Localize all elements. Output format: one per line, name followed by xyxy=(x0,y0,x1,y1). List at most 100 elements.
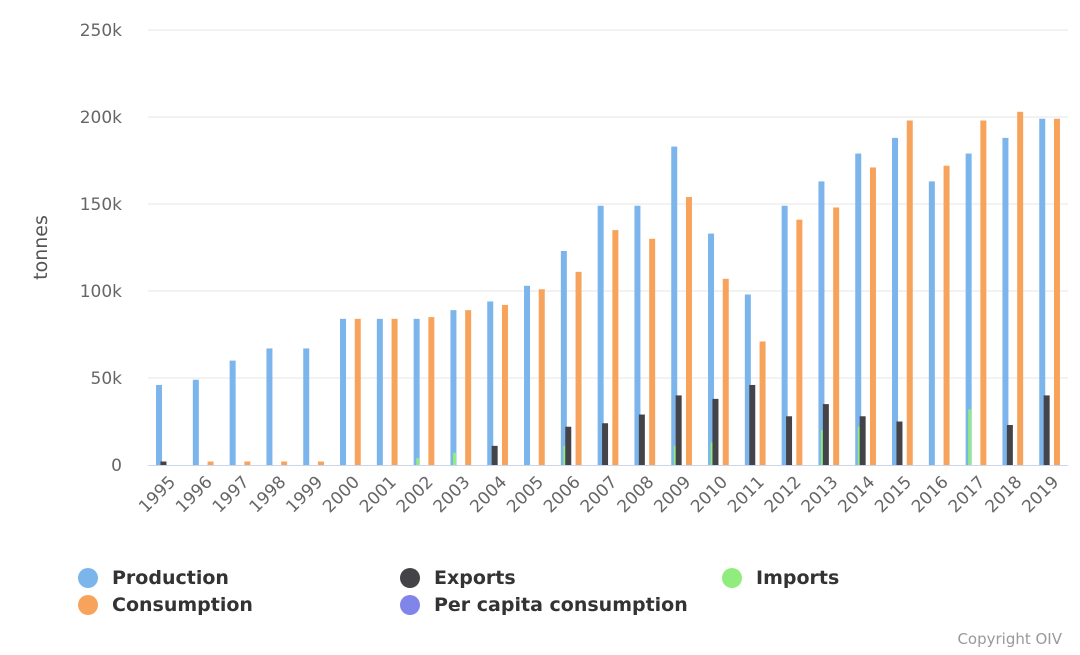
legend: Production Consumption Exports Per capit… xyxy=(78,563,978,625)
bar-production xyxy=(634,205,641,466)
legend-item-imports[interactable]: Imports xyxy=(722,567,839,589)
x-tick-label: 2013 xyxy=(798,472,843,517)
bar-exports xyxy=(602,423,609,465)
x-tick-label: 1995 xyxy=(135,472,180,517)
bar-imports xyxy=(673,445,677,465)
bar-consumption xyxy=(575,271,582,465)
bar-exports xyxy=(822,404,829,465)
y-tick-label: 150k xyxy=(80,195,122,215)
bar-production xyxy=(229,360,236,465)
legend-dot-exports xyxy=(400,568,420,588)
bar-imports xyxy=(857,426,861,465)
bar-exports xyxy=(749,384,756,465)
x-tick-label: 2010 xyxy=(687,472,732,517)
bar-consumption xyxy=(244,461,251,465)
bar-consumption xyxy=(796,219,803,465)
bar-consumption xyxy=(538,289,545,465)
bar-consumption xyxy=(501,304,508,465)
bar-exports xyxy=(896,421,903,465)
bar-production xyxy=(192,379,199,465)
chart-svg: 050k100k150k200k250ktonnes19951996199719… xyxy=(30,21,1068,517)
bar-production xyxy=(560,250,567,465)
bar-exports xyxy=(491,445,498,465)
bar-production xyxy=(1002,137,1009,465)
bar-consumption xyxy=(612,230,619,465)
legend-item-exports[interactable]: Exports xyxy=(400,567,516,589)
bar-consumption xyxy=(980,120,987,465)
bar-imports xyxy=(416,458,420,465)
x-tick-label: 2008 xyxy=(614,472,659,517)
bar-consumption xyxy=(428,317,435,465)
bar-exports xyxy=(675,395,682,465)
y-tick-label: 200k xyxy=(80,108,122,128)
bar-production xyxy=(708,233,715,465)
x-tick-label: 2015 xyxy=(871,472,916,517)
bar-exports xyxy=(859,416,866,465)
x-tick-label: 2017 xyxy=(945,472,990,517)
bar-consumption xyxy=(722,278,729,465)
bar-production xyxy=(855,153,862,466)
bar-production xyxy=(781,205,788,466)
x-tick-label: 2014 xyxy=(834,472,879,517)
bar-production xyxy=(671,146,678,465)
bar-production xyxy=(413,318,420,465)
x-tick-label: 2006 xyxy=(540,472,585,517)
bar-consumption xyxy=(906,120,913,465)
bar-consumption xyxy=(354,318,361,465)
bar-consumption xyxy=(685,197,692,466)
x-tick-label: 2005 xyxy=(503,472,548,517)
x-tick-label: 2011 xyxy=(724,472,769,517)
bar-exports xyxy=(1006,424,1013,465)
legend-label-imports: Imports xyxy=(756,567,840,589)
bar-production xyxy=(1039,118,1046,466)
x-tick-label: 1996 xyxy=(172,472,217,517)
bar-production xyxy=(340,318,347,465)
x-tick-label: 2016 xyxy=(908,472,953,517)
y-axis-title: tonnes xyxy=(30,215,52,280)
bar-consumption xyxy=(391,318,398,465)
y-tick-label: 0 xyxy=(111,456,122,476)
x-tick-label: 2007 xyxy=(577,472,622,517)
chart: 0 50k 100k 150k 200k 250k tonnes 1995 1996 1997 19… xyxy=(30,21,1068,517)
bar-production xyxy=(266,348,273,465)
bar-consumption xyxy=(317,461,324,465)
x-tick-label: 2003 xyxy=(430,472,475,517)
legend-label-per-capita-consumption: Per capita consumption xyxy=(434,594,688,616)
bar-production xyxy=(928,181,935,465)
bar-production xyxy=(597,205,604,466)
bar-production xyxy=(487,301,494,465)
x-tick-label: 1998 xyxy=(246,472,291,517)
bar-production xyxy=(892,137,899,465)
bar-imports xyxy=(710,442,714,465)
bar-exports xyxy=(565,426,572,465)
legend-dot-per-capita-consumption xyxy=(400,595,420,615)
legend-label-exports: Exports xyxy=(434,567,516,589)
y-tick-label: 100k xyxy=(80,282,122,302)
bar-exports xyxy=(786,416,793,465)
bar-production xyxy=(450,310,457,465)
bar-consumption xyxy=(759,341,766,465)
legend-item-consumption[interactable]: Consumption xyxy=(78,594,253,616)
bar-production xyxy=(524,285,531,465)
x-tick-label: 2018 xyxy=(982,472,1027,517)
bar-exports xyxy=(1043,395,1050,465)
bar-imports xyxy=(821,430,825,465)
bar-consumption xyxy=(207,461,214,465)
x-tick-label: 2019 xyxy=(1018,472,1063,517)
legend-dot-production xyxy=(78,568,98,588)
bar-consumption xyxy=(649,238,656,465)
bar-production xyxy=(744,294,751,465)
y-tick-label: 50k xyxy=(91,369,123,389)
bar-consumption xyxy=(281,461,288,465)
bar-consumption xyxy=(1053,118,1060,466)
x-tick-label: 2009 xyxy=(650,472,695,517)
legend-item-per-capita-consumption[interactable]: Per capita consumption xyxy=(400,594,688,616)
bar-imports xyxy=(453,452,457,465)
bar-consumption xyxy=(833,207,840,466)
legend-item-production[interactable]: Production xyxy=(78,567,229,589)
x-tick-label: 2001 xyxy=(356,472,401,517)
x-tick-label: 2012 xyxy=(761,472,806,517)
bar-production xyxy=(818,181,825,465)
x-tick-label: 1997 xyxy=(209,472,254,517)
legend-label-production: Production xyxy=(112,567,229,589)
